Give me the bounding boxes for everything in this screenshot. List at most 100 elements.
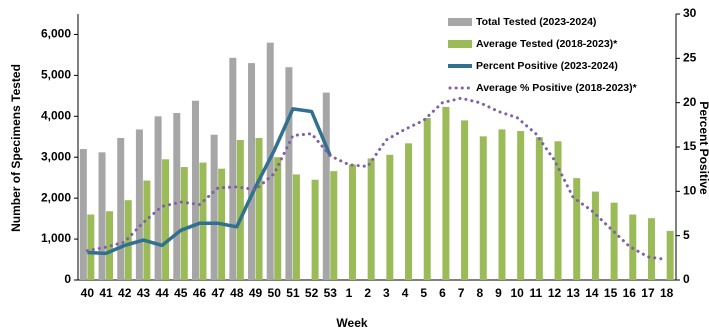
y2-tick-label: 5 <box>683 228 690 242</box>
bar <box>479 136 487 280</box>
x-tick-label: 52 <box>305 286 319 300</box>
bar <box>330 171 338 280</box>
bar <box>285 67 293 280</box>
x-tick-label: 44 <box>155 286 169 300</box>
x-tick-label: 13 <box>567 286 581 300</box>
line <box>87 107 332 256</box>
bar <box>274 157 282 280</box>
dotted-line <box>85 96 669 262</box>
bar <box>229 57 237 281</box>
bar <box>554 141 562 280</box>
bar <box>210 134 218 280</box>
bar <box>591 191 599 280</box>
bar <box>117 137 125 280</box>
y-tick-label: 6,000 <box>41 27 71 41</box>
x-tick-label: 46 <box>193 286 207 300</box>
x-tick-label: 47 <box>211 286 225 300</box>
x-tick-label: 42 <box>118 286 132 300</box>
y-tick-label: 1,000 <box>41 231 71 245</box>
x-tick-label: 40 <box>81 286 95 300</box>
bar <box>143 180 151 280</box>
bar <box>348 164 356 280</box>
bar <box>173 113 181 280</box>
y-tick-label: 5,000 <box>41 68 71 82</box>
y-tick-label: 2,000 <box>41 190 71 204</box>
y2-tick-label: 10 <box>683 184 697 198</box>
x-tick-label: 1 <box>346 286 353 300</box>
x-tick-label: 15 <box>604 286 618 300</box>
bar <box>79 149 87 280</box>
bar <box>199 162 207 280</box>
bar <box>322 92 330 280</box>
bar <box>98 152 106 280</box>
bar <box>87 214 95 280</box>
bar <box>666 230 674 280</box>
x-tick-label: 7 <box>458 286 465 300</box>
x-tick-label: 14 <box>585 286 599 300</box>
x-tick-label: 48 <box>230 286 244 300</box>
legend-label: Percent Positive (2023-2024) <box>476 60 618 72</box>
y2-tick-label: 15 <box>683 139 697 153</box>
bar <box>498 129 506 280</box>
y2-tick-label: 30 <box>683 6 697 20</box>
bar <box>162 159 170 280</box>
bar <box>386 154 394 280</box>
bar <box>248 63 256 280</box>
x-tick-label: 4 <box>402 286 409 300</box>
x-tick-label: 45 <box>174 286 188 300</box>
bar <box>647 218 655 280</box>
x-tick-label: 5 <box>420 286 427 300</box>
x-tick-label: 11 <box>530 286 543 300</box>
x-tick-label: 50 <box>268 286 282 300</box>
x-tick-label: 41 <box>99 286 113 300</box>
x-tick-label: 3 <box>383 286 390 300</box>
x-tick-label: 10 <box>510 286 524 300</box>
x-tick-label: 16 <box>623 286 637 300</box>
bar <box>573 178 581 280</box>
y-tick-label: 0 <box>64 272 71 286</box>
legend: Total Tested (2023-2024) Average Tested (… <box>448 16 638 94</box>
x-tick-label: 9 <box>495 286 502 300</box>
legend-swatch <box>448 18 472 26</box>
x-tick-label: 17 <box>641 286 655 300</box>
bar <box>311 179 319 280</box>
legend-label: Total Tested (2023-2024) <box>476 16 596 28</box>
x-tick-label: 43 <box>137 286 151 300</box>
bar <box>442 106 450 280</box>
legend-label: Average Tested (2018-2023)* <box>476 38 618 50</box>
bar <box>405 143 413 280</box>
x-tick-label: 18 <box>660 286 674 300</box>
x-tick-label: 2 <box>364 286 371 300</box>
bar <box>255 137 263 280</box>
bar <box>535 137 543 280</box>
bar <box>461 120 469 281</box>
x-tick-label: 8 <box>476 286 483 300</box>
x-tick-label: 53 <box>324 286 338 300</box>
x-tick-label: 51 <box>286 286 300 300</box>
bar <box>367 158 375 280</box>
bar <box>423 117 431 281</box>
y-tick-label: 3,000 <box>41 149 71 163</box>
x-tick-label: 49 <box>249 286 263 300</box>
y2-tick-label: 20 <box>683 95 697 109</box>
bar <box>135 129 143 280</box>
y2-axis-title: Percent Positive <box>697 101 709 195</box>
bar <box>154 116 162 280</box>
y-axis-title: Number of Specimens Tested <box>9 64 23 232</box>
x-tick-label: 12 <box>548 286 562 300</box>
y-tick-label: 4,000 <box>41 108 71 122</box>
y2-tick-label: 0 <box>683 272 690 286</box>
x-axis-title: Week <box>336 316 367 330</box>
x-tick-label: 6 <box>439 286 446 300</box>
legend-swatch <box>448 40 472 48</box>
bar <box>180 167 188 280</box>
y2-tick-label: 25 <box>683 51 697 65</box>
bar <box>191 100 199 280</box>
bar <box>292 174 300 280</box>
legend-label: Average % Positive (2018-2023)* <box>476 82 638 94</box>
bar <box>236 140 244 280</box>
bar <box>610 202 618 280</box>
bar <box>106 211 114 280</box>
bar <box>517 131 525 280</box>
